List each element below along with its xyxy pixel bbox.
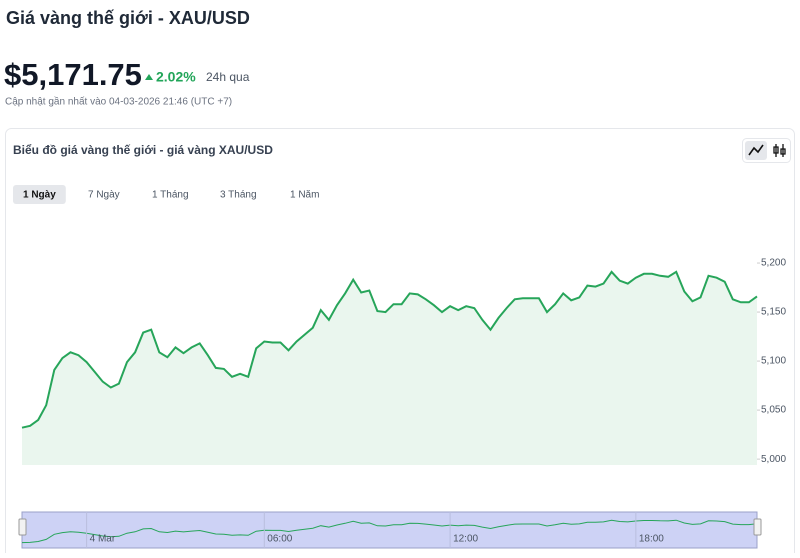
y-tick-label: 5,050 [761, 405, 786, 416]
navigator-label: 12:00 [453, 534, 478, 545]
line-icon [748, 144, 764, 156]
navigator-label: 4 Mar [90, 534, 116, 545]
tab-label[interactable]: 1 Tháng [152, 190, 189, 201]
chart-title: Biểu đồ giá vàng thế giới - giá vàng XAU… [13, 143, 273, 157]
price-line [21, 270, 758, 429]
navigator-line [21, 519, 758, 544]
y-tick-label: 5,150 [761, 307, 786, 318]
up-arrow [145, 74, 153, 80]
navigator-label: 06:00 [267, 534, 292, 545]
updated: Cập nhật gần nhất vào 04-03-2026 21:46 (… [5, 96, 232, 108]
change: 2.02% [156, 69, 196, 85]
candle-icon[interactable] [773, 144, 786, 157]
price: $5,171.75 [4, 57, 142, 92]
tab-label[interactable]: 1 Năm [290, 190, 319, 201]
tab-label[interactable]: 1 Ngày [23, 190, 56, 201]
area [22, 271, 757, 465]
tab-label[interactable]: 3 Tháng [220, 190, 257, 201]
page-title: Giá vàng thế giới - XAU/USD [6, 8, 250, 28]
tab-active-bg[interactable] [13, 185, 66, 204]
y-tick-label: 5,100 [761, 356, 786, 367]
tab-label[interactable]: 7 Ngày [88, 190, 120, 201]
y-tick-label: 5,200 [761, 258, 786, 269]
navigator-handle[interactable] [753, 518, 762, 536]
y-tick-label: 5,000 [761, 454, 786, 465]
period: 24h qua [206, 70, 250, 84]
navigator-label: 18:00 [639, 534, 664, 545]
navigator-handle[interactable] [18, 518, 27, 536]
